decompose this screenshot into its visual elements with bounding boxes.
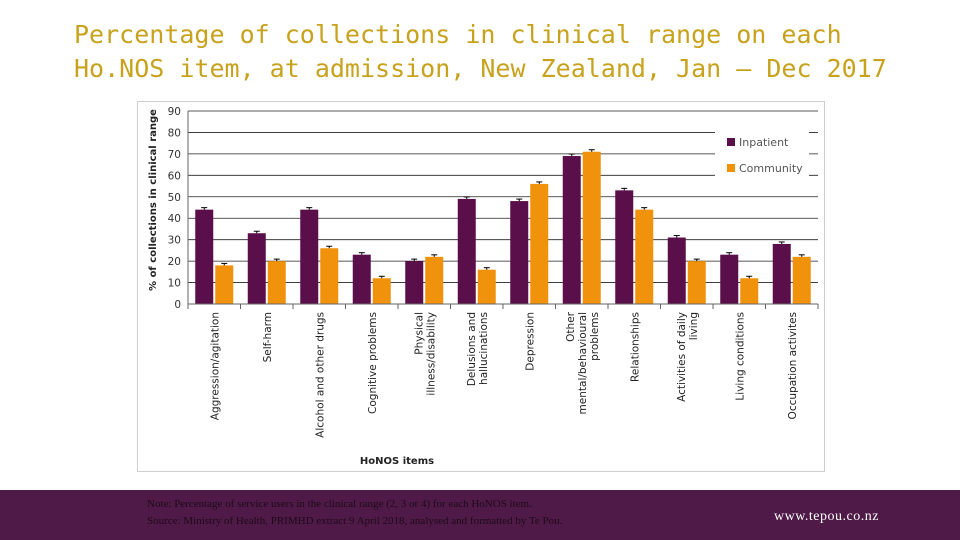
bar-inpatient — [772, 243, 791, 304]
y-tick-label: 50 — [168, 192, 181, 204]
legend-entry: Inpatient — [739, 136, 789, 149]
bar-inpatient — [300, 209, 319, 304]
legend-swatch — [727, 164, 735, 172]
axes — [187, 111, 819, 309]
bar-inpatient — [667, 237, 686, 304]
y-tick-label: 40 — [168, 213, 181, 225]
bar-community — [267, 261, 286, 304]
chart-frame: 0 10 20 30 40 50 60 70 80 90 Aggression/agitation… — [137, 101, 825, 472]
x-axis-label: HoNOS items — [360, 456, 434, 467]
bar-community — [740, 278, 759, 304]
x-tick-label: Physical — [413, 312, 425, 355]
x-tick-labels: Aggression/agitation Self-harm Alcohol and… — [209, 311, 799, 437]
x-tick-label: Self-harm — [262, 312, 274, 362]
x-tick-label: Alcohol and other drugs — [314, 312, 326, 438]
y-tick-label: 30 — [168, 235, 181, 247]
website-link[interactable]: www.tepou.co.nz — [774, 509, 879, 524]
bar-community — [372, 278, 391, 304]
bar-chart: 0 10 20 30 40 50 60 70 80 90 Aggression/agitation… — [148, 106, 819, 467]
bars — [195, 149, 811, 304]
x-tick-label: Depression — [524, 312, 536, 371]
bar-community — [320, 248, 339, 304]
x-tick-label: Other — [565, 311, 577, 341]
bar-inpatient — [510, 201, 529, 304]
y-tick-label: 70 — [168, 149, 181, 161]
legend-entry: Community — [739, 162, 803, 175]
grid-lines — [188, 110, 818, 283]
x-tick-label: problems — [589, 312, 601, 361]
footer-bar: Note: Percentage of service users in the… — [0, 490, 960, 540]
legend-swatch — [727, 138, 735, 146]
y-tick-label: 0 — [174, 299, 181, 311]
x-tick-label: Occupation activites — [787, 312, 799, 419]
x-tick-label: living — [688, 312, 700, 340]
y-tick-labels: 0 10 20 30 40 50 60 70 80 90 — [168, 106, 181, 311]
bar-inpatient — [615, 190, 634, 304]
x-tick-label: Living conditions — [734, 312, 746, 401]
bar-community — [477, 269, 496, 304]
bar-community — [425, 256, 444, 304]
bar-inpatient — [457, 198, 476, 304]
bar-inpatient — [195, 209, 214, 304]
page-title: Percentage of collections in clinical ra… — [74, 20, 887, 83]
bar-inpatient — [352, 254, 371, 304]
bar-community — [792, 256, 811, 304]
y-tick-label: 90 — [168, 106, 181, 118]
y-tick-label: 10 — [168, 278, 181, 290]
bar-inpatient — [247, 233, 266, 304]
bar-inpatient — [562, 156, 581, 304]
bar-inpatient — [405, 261, 424, 304]
y-tick-label: 60 — [168, 170, 181, 182]
x-tick-label: hallucinations — [478, 312, 490, 385]
bar-community — [530, 183, 549, 304]
x-tick-label: Cognitive problems — [367, 312, 379, 414]
x-tick-label: Activities of daily — [676, 312, 688, 402]
x-tick-label: mental/behavioural — [577, 312, 589, 414]
footer-source: Source: Ministry of Health, PRIMHD extra… — [147, 515, 563, 527]
bar-community — [215, 265, 234, 304]
x-tick-label: illness/disability — [425, 312, 437, 396]
bar-community — [635, 209, 654, 304]
footer-note: Note: Percentage of service users in the… — [147, 498, 532, 510]
bar-community — [687, 261, 706, 304]
x-tick-label: Aggression/agitation — [209, 312, 221, 420]
y-tick-label: 80 — [168, 127, 181, 139]
x-tick-label: Relationships — [629, 312, 641, 382]
x-tick-label: Delusions and — [466, 312, 478, 386]
y-tick-label: 20 — [168, 256, 181, 268]
y-axis-label: % of collections in clinical range — [148, 109, 159, 291]
legend: Inpatient Community — [715, 130, 809, 182]
bar-inpatient — [720, 254, 739, 304]
bar-community — [582, 151, 601, 304]
